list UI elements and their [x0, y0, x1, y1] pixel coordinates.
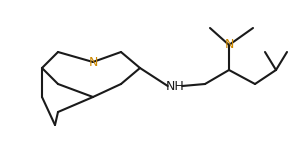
Text: NH: NH	[166, 80, 184, 92]
Text: N: N	[224, 39, 234, 51]
Text: N: N	[88, 55, 98, 69]
